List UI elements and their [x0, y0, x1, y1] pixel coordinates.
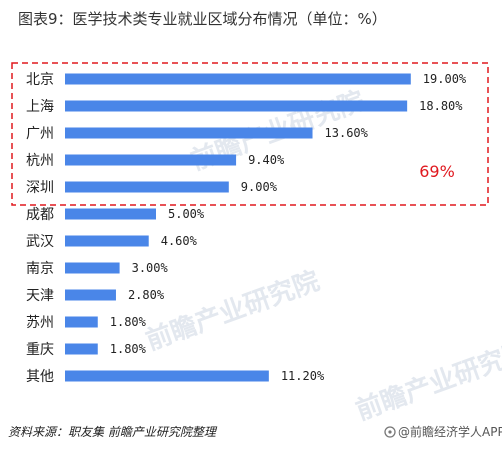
bar	[65, 208, 156, 220]
category-label: 成都	[26, 207, 54, 223]
bar	[65, 100, 408, 112]
category-label: 广州	[26, 126, 54, 142]
category-label: 天津	[26, 288, 54, 304]
bar	[65, 289, 116, 301]
category-label: 南京	[26, 261, 54, 277]
bar	[65, 181, 229, 193]
category-label: 重庆	[26, 342, 54, 358]
watermark-text: 前瞻产业研究院	[352, 335, 502, 426]
value-label: 18.80%	[419, 99, 463, 113]
value-label: 1.80%	[110, 315, 147, 329]
value-label: 9.40%	[248, 153, 285, 167]
category-label: 武汉	[26, 234, 54, 250]
bars-group: 北京 19.00% 上海 18.80% 广州 13.60% 杭州 9.40% 深圳 9.00% 成都…	[26, 72, 467, 385]
bar	[65, 235, 149, 247]
value-label: 13.60%	[325, 126, 369, 140]
value-label: 4.60%	[161, 234, 198, 248]
watermark-text: 前瞻产业研究院	[142, 265, 324, 356]
bar	[65, 127, 313, 139]
brand-logo-icon	[384, 426, 396, 438]
bar	[65, 370, 269, 382]
bar	[65, 154, 237, 166]
source-note: 资料来源：职友集 前瞻产业研究院整理	[8, 425, 218, 439]
brand-text: @前瞻经济学人APP	[398, 424, 502, 439]
bar	[65, 316, 98, 328]
value-label: 19.00%	[423, 72, 467, 86]
category-label: 北京	[26, 72, 54, 88]
category-label: 其他	[26, 369, 54, 385]
bar	[65, 343, 98, 355]
category-label: 苏州	[26, 315, 54, 331]
highlight-box	[11, 62, 489, 206]
highlight-label: 69%	[419, 162, 455, 181]
chart-title: 图表9：医学技术类专业就业区域分布情况（单位：%）	[18, 10, 387, 28]
value-label: 2.80%	[128, 288, 165, 302]
bar	[65, 262, 120, 274]
category-label: 深圳	[26, 180, 54, 196]
value-label: 3.00%	[132, 261, 169, 275]
value-label: 1.80%	[110, 342, 147, 356]
bar	[65, 73, 411, 85]
category-label: 上海	[26, 99, 54, 115]
category-label: 杭州	[26, 153, 54, 169]
value-label: 5.00%	[168, 207, 205, 221]
value-label: 9.00%	[241, 180, 278, 194]
value-label: 11.20%	[281, 369, 325, 383]
